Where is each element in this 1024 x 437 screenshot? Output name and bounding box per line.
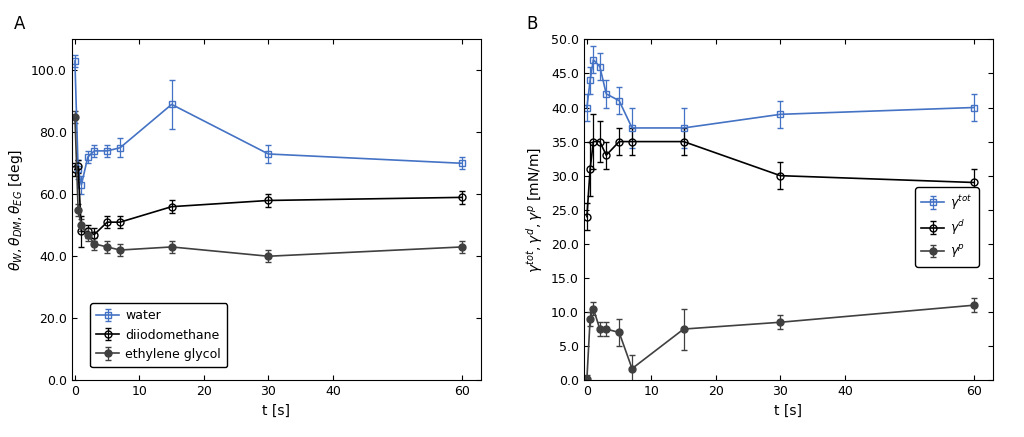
Legend: $\gamma^{tot}$, $\gamma^{d}$, $\gamma^{p}$: $\gamma^{tot}$, $\gamma^{d}$, $\gamma^{p… [915, 187, 979, 267]
Text: B: B [526, 14, 538, 32]
Text: A: A [14, 14, 26, 32]
X-axis label: t [s]: t [s] [774, 404, 803, 418]
Y-axis label: $\gamma^{tot}, \gamma^{d}, \gamma^{p}$ [mN/m]: $\gamma^{tot}, \gamma^{d}, \gamma^{p}$ [… [524, 147, 545, 273]
Legend: water, diiodomethane, ethylene glycol: water, diiodomethane, ethylene glycol [90, 303, 227, 367]
Y-axis label: $\theta_W, \theta_{DM}, \theta_{EG}$ [deg]: $\theta_W, \theta_{DM}, \theta_{EG}$ [de… [7, 149, 26, 271]
X-axis label: t [s]: t [s] [262, 404, 291, 418]
